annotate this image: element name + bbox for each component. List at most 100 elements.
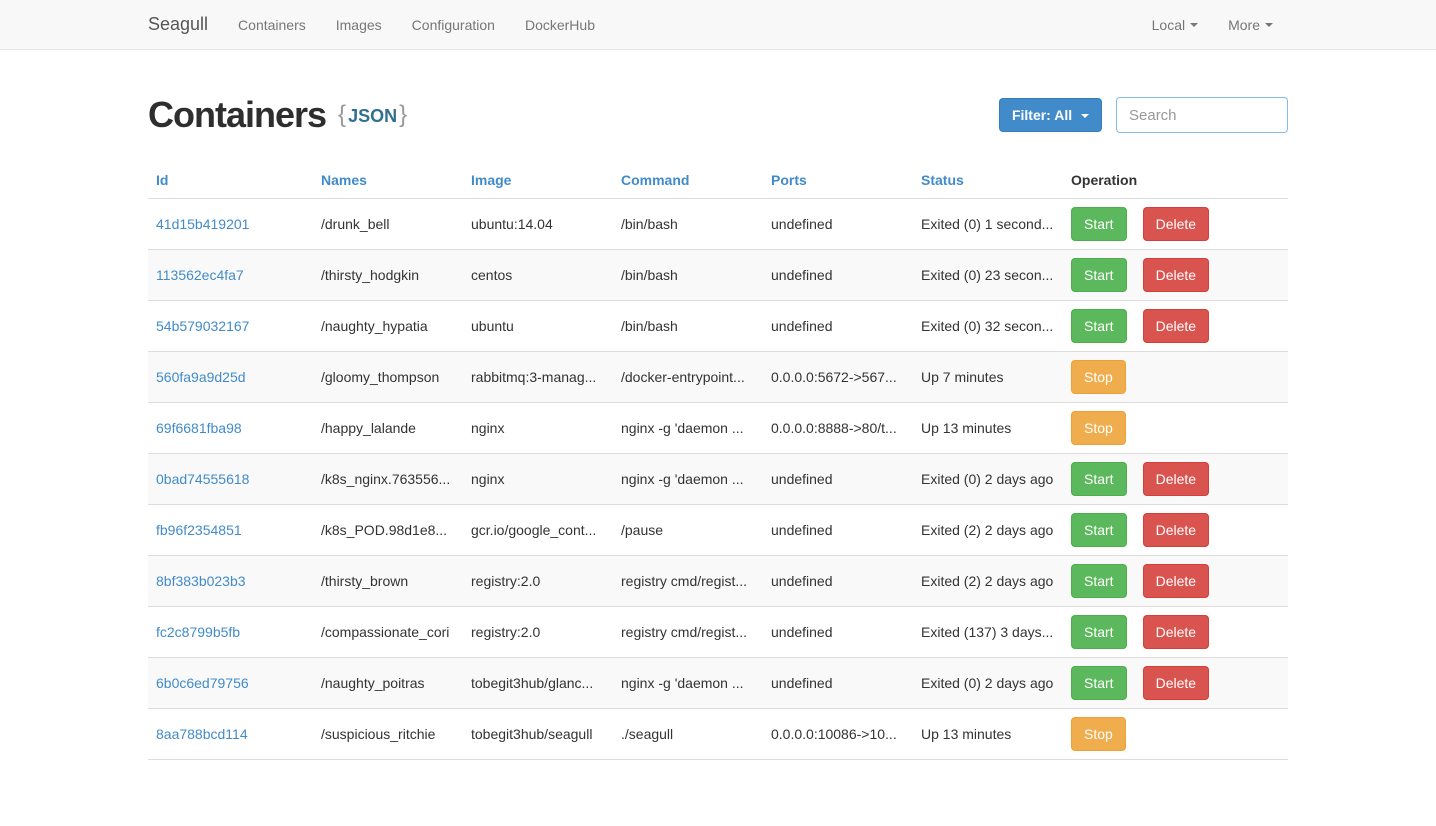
start-button[interactable]: Start (1071, 207, 1127, 241)
filter-dropdown-label: Filter: All (1011, 107, 1073, 123)
container-image: ubuntu (463, 300, 613, 352)
container-id-link[interactable]: 113562ec4fa7 (156, 267, 244, 283)
column-header-id[interactable]: Id (156, 172, 169, 188)
json-close-brace: } (399, 101, 408, 128)
container-id-link[interactable]: 69f6681fba98 (156, 420, 242, 436)
container-image: registry:2.0 (463, 555, 613, 607)
chevron-down-icon (1190, 22, 1199, 27)
nav-dropdown-local[interactable]: Local (1137, 0, 1213, 49)
operation-cell: Start Delete (1063, 453, 1288, 505)
container-status: Exited (2) 2 days ago (913, 504, 1063, 556)
container-id-link[interactable]: fc2c8799b5fb (156, 624, 241, 640)
container-id-link[interactable]: 560fa9a9d25d (156, 369, 246, 385)
delete-button[interactable]: Delete (1142, 564, 1210, 598)
container-name: /gloomy_thompson (313, 351, 463, 403)
container-image: nginx (463, 402, 613, 454)
column-header-status[interactable]: Status (921, 172, 964, 188)
container-command: /bin/bash (613, 198, 763, 250)
delete-button[interactable]: Delete (1142, 309, 1210, 343)
page-header: Containers {JSON} Filter: All (148, 94, 1288, 136)
container-id-link[interactable]: 6b0c6ed79756 (156, 675, 249, 691)
stop-button[interactable]: Stop (1071, 360, 1126, 394)
json-open-brace: { (338, 101, 347, 128)
operation-cell: Stop (1063, 402, 1288, 454)
filter-dropdown-button[interactable]: Filter: All (998, 98, 1102, 132)
container-id-link[interactable]: 8bf383b023b3 (156, 573, 246, 589)
table-row: 8aa788bcd114 /suspicious_ritchie tobegit… (148, 708, 1288, 760)
container-id-link[interactable]: 54b579032167 (156, 318, 250, 334)
container-status: Exited (2) 2 days ago (913, 555, 1063, 607)
start-button[interactable]: Start (1071, 309, 1127, 343)
container-image: centos (463, 249, 613, 301)
container-command: nginx -g 'daemon ... (613, 402, 763, 454)
container-status: Up 13 minutes (913, 708, 1063, 760)
operation-cell: Stop (1063, 351, 1288, 403)
container-ports: 0.0.0.0:10086->10... (763, 708, 913, 760)
container-image: registry:2.0 (463, 606, 613, 658)
container-id-link[interactable]: fb96f2354851 (156, 522, 242, 538)
containers-tbody: 41d15b419201 /drunk_bell ubuntu:14.04 /b… (148, 198, 1288, 760)
container-id-link[interactable]: 41d15b419201 (156, 216, 250, 232)
container-name: /suspicious_ritchie (313, 708, 463, 760)
container-ports: undefined (763, 657, 913, 709)
table-header-row: Id Names Image Command Ports Status Operation (148, 162, 1288, 199)
column-header-names[interactable]: Names (321, 172, 367, 188)
start-button[interactable]: Start (1071, 513, 1127, 547)
delete-button[interactable]: Delete (1142, 462, 1210, 496)
search-input[interactable] (1116, 97, 1288, 133)
nav-item-containers[interactable]: Containers (238, 16, 306, 33)
container-command: /bin/bash (613, 300, 763, 352)
start-button[interactable]: Start (1071, 462, 1127, 496)
column-header-ports[interactable]: Ports (771, 172, 807, 188)
container-command: registry cmd/regist... (613, 555, 763, 607)
nav-item-dockerhub[interactable]: DockerHub (524, 16, 595, 33)
container-id-link[interactable]: 8aa788bcd114 (156, 726, 248, 742)
table-row: 41d15b419201 /drunk_bell ubuntu:14.04 /b… (148, 198, 1288, 250)
nav-item-configuration[interactable]: Configuration (411, 16, 495, 33)
container-ports: undefined (763, 198, 913, 250)
operation-cell: Start Delete (1063, 249, 1288, 301)
nav-item-images[interactable]: Images (335, 16, 382, 33)
table-row: fc2c8799b5fb /compassionate_cori registr… (148, 606, 1288, 658)
delete-button[interactable]: Delete (1142, 615, 1210, 649)
container-image: tobegit3hub/seagull (463, 708, 613, 760)
json-view-link[interactable]: JSON (348, 106, 398, 126)
container-ports: undefined (763, 453, 913, 505)
navbar-links: Containers Images Configuration DockerHu… (223, 0, 610, 49)
container-image: gcr.io/google_cont... (463, 504, 613, 556)
container-image: rabbitmq:3-manag... (463, 351, 613, 403)
column-header-command[interactable]: Command (621, 172, 690, 188)
container-status: Exited (0) 23 secon... (913, 249, 1063, 301)
table-row: 560fa9a9d25d /gloomy_thompson rabbitmq:3… (148, 351, 1288, 403)
delete-button[interactable]: Delete (1142, 207, 1210, 241)
table-row: 0bad74555618 /k8s_nginx.763556... nginx … (148, 453, 1288, 505)
nav-dropdown-local-label: Local (1151, 16, 1186, 33)
table-row: 54b579032167 /naughty_hypatia ubuntu /bi… (148, 300, 1288, 352)
containers-table: Id Names Image Command Ports Status Operation … (148, 162, 1288, 760)
operation-cell: Start Delete (1063, 300, 1288, 352)
container-command: /bin/bash (613, 249, 763, 301)
brand-seagull[interactable]: Seagull (148, 14, 209, 34)
column-header-image[interactable]: Image (471, 172, 512, 188)
delete-button[interactable]: Delete (1142, 513, 1210, 547)
container-id-link[interactable]: 0bad74555618 (156, 471, 250, 487)
container-name: /drunk_bell (313, 198, 463, 250)
stop-button[interactable]: Stop (1071, 717, 1126, 751)
start-button[interactable]: Start (1071, 564, 1127, 598)
container-command: registry cmd/regist... (613, 606, 763, 658)
column-header-operation: Operation (1071, 172, 1138, 188)
main-content: Containers {JSON} Filter: All Id Names Ima… (133, 94, 1303, 760)
container-name: /k8s_POD.98d1e8... (313, 504, 463, 556)
start-button[interactable]: Start (1071, 666, 1127, 700)
start-button[interactable]: Start (1071, 258, 1127, 292)
stop-button[interactable]: Stop (1071, 411, 1126, 445)
start-button[interactable]: Start (1071, 615, 1127, 649)
container-command: /docker-entrypoint... (613, 351, 763, 403)
container-name: /happy_lalande (313, 402, 463, 454)
container-ports: 0.0.0.0:5672->567... (763, 351, 913, 403)
container-ports: undefined (763, 555, 913, 607)
delete-button[interactable]: Delete (1142, 258, 1210, 292)
delete-button[interactable]: Delete (1142, 666, 1210, 700)
nav-dropdown-more[interactable]: More (1213, 0, 1288, 49)
operation-cell: Start Delete (1063, 198, 1288, 250)
